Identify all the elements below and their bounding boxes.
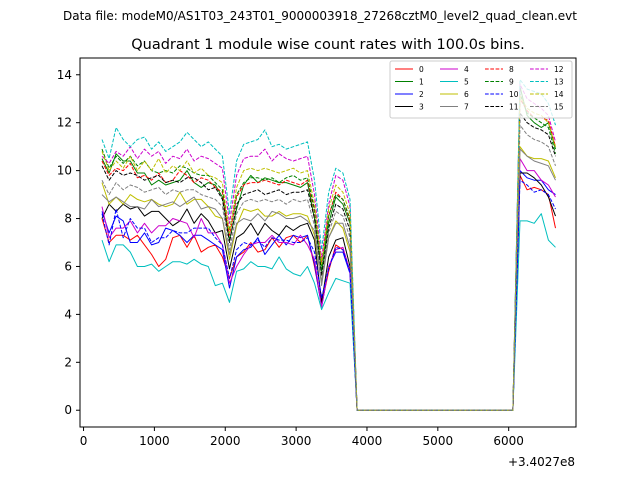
legend-label-5: 5 (464, 77, 469, 86)
y-tick-label: 8 (64, 212, 72, 226)
legend-label-15: 15 (554, 102, 564, 111)
y-tick-label: 0 (64, 403, 72, 417)
x-tick-label: 4000 (352, 434, 383, 448)
x-tick-label: 3000 (281, 434, 312, 448)
chart-title: Quadrant 1 module wise count rates with … (131, 37, 525, 53)
legend-label-4: 4 (464, 65, 469, 74)
y-tick-label: 10 (57, 164, 72, 178)
legend-label-11: 11 (509, 102, 519, 111)
y-tick-label: 6 (64, 259, 72, 273)
series-line-10 (101, 179, 556, 411)
suptitle: Data file: modeM0/AS1T03_243T01_90000039… (63, 9, 577, 23)
series-line-15 (101, 124, 556, 411)
legend-label-7: 7 (464, 102, 469, 111)
legend-label-3: 3 (419, 102, 424, 111)
legend-label-14: 14 (554, 90, 564, 99)
legend-label-0: 0 (419, 65, 424, 74)
legend-label-2: 2 (419, 90, 424, 99)
y-tick-label: 4 (64, 307, 72, 321)
x-tick-label: 5000 (423, 434, 454, 448)
legend-label-8: 8 (509, 65, 514, 74)
x-tick-label: 2000 (210, 434, 241, 448)
legend-label-10: 10 (509, 90, 519, 99)
x-tick-label: 6000 (493, 434, 524, 448)
y-tick-label: 12 (57, 116, 72, 130)
y-tick-label: 2 (64, 355, 72, 369)
series-line-12 (101, 83, 556, 411)
x-tick-label: 0 (80, 434, 88, 448)
legend-label-13: 13 (554, 77, 564, 86)
legend-label-12: 12 (554, 65, 564, 74)
legend-box (389, 60, 573, 119)
legend-label-9: 9 (509, 77, 514, 86)
x-offset-label: +3.4027e8 (508, 455, 575, 469)
x-tick-label: 1000 (139, 434, 170, 448)
plot-area (101, 79, 556, 411)
legend-label-1: 1 (419, 77, 424, 86)
y-tick-label: 14 (57, 68, 72, 82)
axes-frame (79, 57, 577, 428)
legend-label-6: 6 (464, 90, 469, 99)
